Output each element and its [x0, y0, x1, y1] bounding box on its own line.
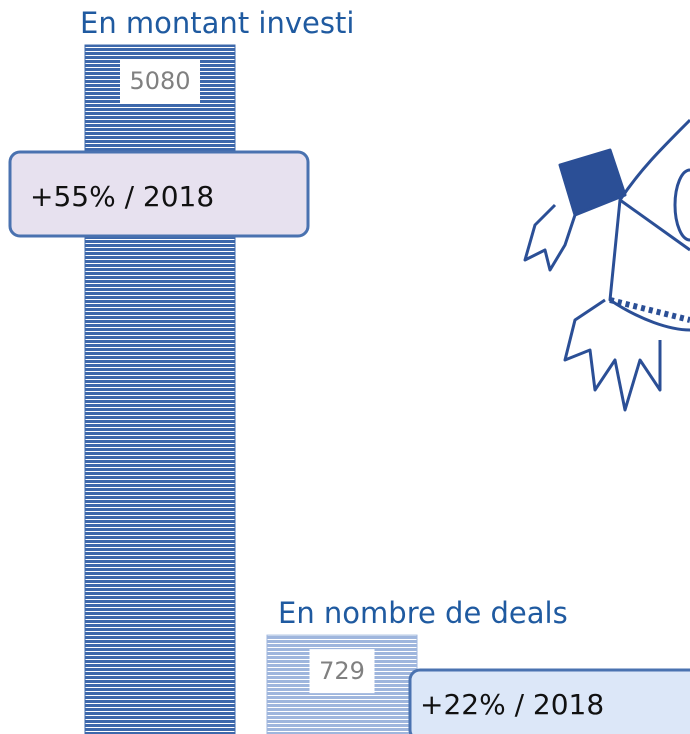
value-label: 729: [319, 657, 365, 685]
category-label: En montant investi: [80, 6, 354, 40]
value-label-box: [309, 649, 375, 694]
annotation-box: [8, 150, 310, 238]
annotation: +55% / 2018: [30, 180, 214, 213]
bar: [84, 44, 236, 734]
annotation: +22% / 2018: [420, 688, 604, 721]
value-label: 5080: [129, 67, 190, 95]
annotation-box: [408, 668, 690, 734]
rocket-illustration: [523, 118, 690, 412]
category-label: En nombre de deals: [278, 596, 568, 630]
value-label-box: [120, 59, 200, 103]
